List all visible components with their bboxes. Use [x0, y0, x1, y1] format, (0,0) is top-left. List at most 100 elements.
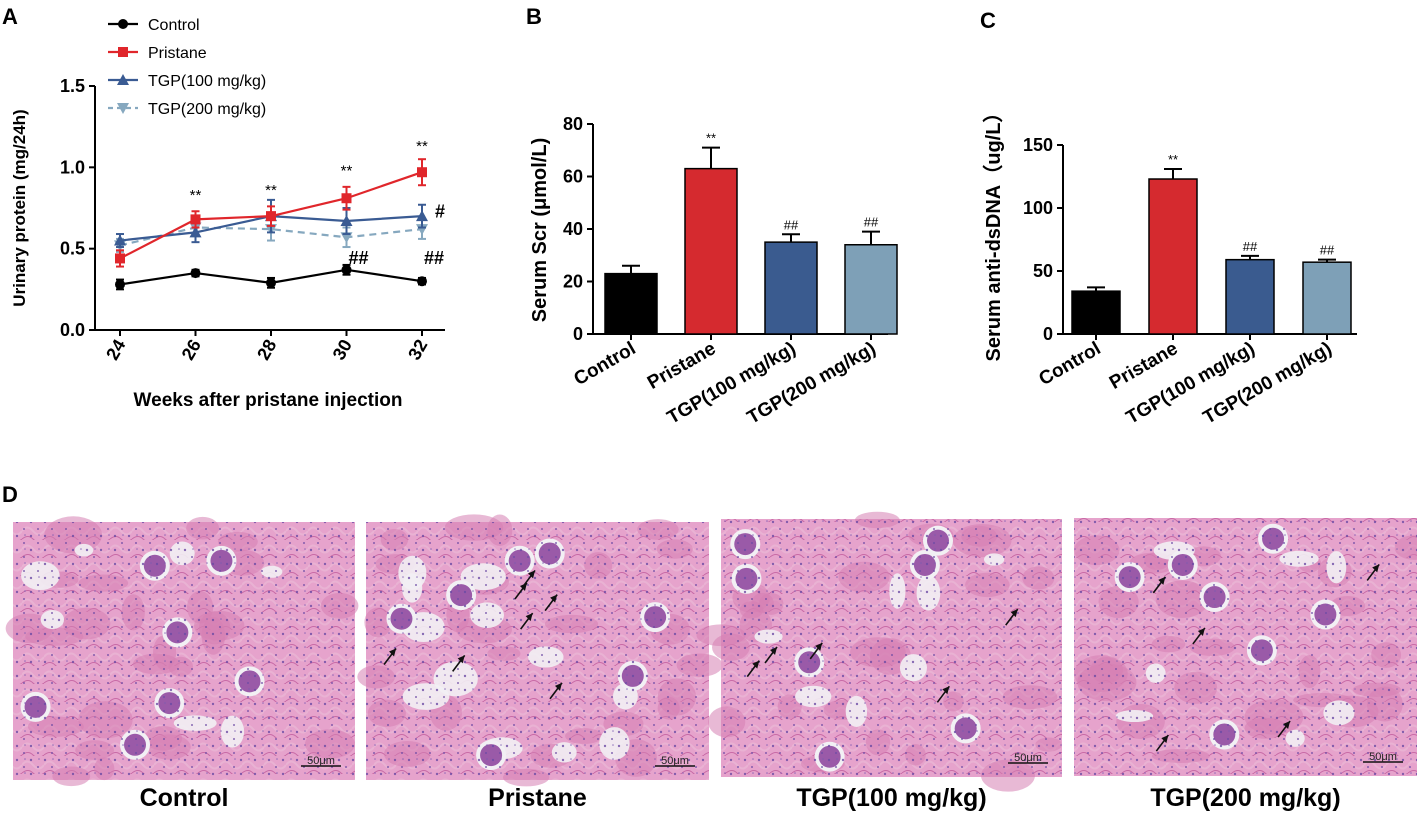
y-tick-label: 150	[1023, 135, 1053, 155]
significance-label: **	[416, 138, 428, 155]
bar	[1148, 178, 1198, 335]
x-tick-label: 30	[329, 336, 356, 363]
nuclei-overlay	[1074, 518, 1417, 776]
bar-group: ##	[1225, 239, 1275, 335]
marker-circle	[266, 277, 276, 288]
panel-b-data-marks: ** ## ##	[604, 131, 898, 335]
significance-label: **	[341, 162, 353, 179]
significance-label: ##	[864, 215, 879, 230]
arrow-head	[525, 613, 533, 622]
bar	[684, 167, 738, 335]
nuclei-overlay	[13, 522, 355, 780]
panel-label-d: D	[2, 482, 18, 507]
significance-label: ##	[784, 217, 799, 232]
significance-label: #	[435, 201, 445, 221]
x-tick-label: 24	[102, 336, 129, 363]
arrow-head	[554, 682, 562, 691]
histology-image-tgp-200-mg-kg-: 50μm	[1074, 518, 1417, 776]
histology-image-pristane: 50μm	[357, 514, 723, 787]
y-tick-label: 1.5	[60, 76, 85, 96]
marker-triangle-up	[117, 74, 129, 85]
panel-a-x-axis-label: Weeks after pristane injection	[134, 390, 403, 411]
y-tick-label: 80	[563, 114, 583, 134]
series-pristane	[115, 158, 427, 268]
marker-square	[341, 193, 352, 204]
y-tick-label: 1.0	[60, 157, 85, 177]
significance-label: **	[706, 131, 716, 146]
panel-d-histology: D 50μm Control 50μm Pristane 50μm TGP(100 mg/…	[2, 482, 1417, 812]
significance-label: ##	[1320, 243, 1335, 258]
legend-label: Pristane	[148, 45, 207, 62]
significance-label: ##	[424, 248, 444, 268]
panel-b-y-axis-label: Serum Scr (μmol/L)	[529, 138, 551, 323]
histology-panels: 50μm Control 50μm Pristane 50μm TGP(100 mg/kg…	[5, 511, 1417, 812]
legend-item: Pristane	[108, 45, 207, 62]
bar	[1225, 258, 1275, 335]
panel-c-data-marks: ** ## ##	[1071, 152, 1352, 335]
scale-bar-label: 50μm	[1014, 752, 1042, 764]
panel-a-y-axis-label: Urinary protein (mg/24h)	[10, 109, 29, 306]
legend-item: TGP(100 mg/kg)	[108, 73, 266, 90]
marker-triangle-up	[114, 234, 126, 246]
x-tick-label: Control	[1036, 338, 1105, 390]
arrow-head	[457, 655, 465, 664]
nuclei-overlay	[721, 519, 1062, 777]
marker-circle	[417, 276, 427, 287]
arrow-head	[528, 570, 536, 579]
histology-caption: Pristane	[488, 784, 587, 812]
legend-label: TGP(200 mg/kg)	[148, 101, 266, 118]
marker-square	[115, 253, 125, 264]
marker-triangle-up	[189, 226, 202, 238]
bar-group	[1071, 286, 1121, 335]
bar	[1071, 290, 1121, 335]
histology-caption: Control	[140, 784, 229, 812]
x-tick-label: 28	[253, 336, 280, 363]
y-tick-label: 0.5	[60, 239, 85, 259]
y-tick-label: 50	[1033, 261, 1053, 281]
panel-a-legend: Control Pristane TGP(100 mg/kg) TGP(200 mg/…	[108, 17, 266, 118]
histology-caption: TGP(100 mg/kg)	[796, 784, 986, 812]
marker-triangle-up	[340, 215, 353, 227]
significance-label: **	[190, 187, 202, 204]
arrow-head	[752, 660, 760, 669]
y-tick-label: 0.0	[60, 320, 85, 340]
bar-group: ##	[764, 217, 818, 335]
legend-item: TGP(200 mg/kg)	[108, 101, 266, 118]
panel-label-c: C	[980, 8, 996, 33]
series-control	[115, 263, 427, 291]
marker-circle	[115, 279, 125, 290]
x-tick-label: Control	[571, 338, 640, 390]
arrow-head	[1161, 735, 1169, 744]
arrow-head	[1283, 721, 1291, 730]
y-tick-label: 0	[573, 324, 583, 344]
arrow-head	[1158, 576, 1166, 585]
arrow-head	[550, 594, 558, 603]
x-tick-label: 32	[404, 336, 431, 363]
y-tick-label: 60	[563, 167, 583, 187]
y-tick-label: 20	[563, 272, 583, 292]
y-tick-label: 40	[563, 219, 583, 239]
marker-triangle-down	[117, 103, 129, 114]
significance-label: ##	[1243, 239, 1258, 254]
panel-c-y-axis-label: Serum anti-dsDNA（ug/L）	[982, 103, 1005, 362]
arrow-head	[519, 583, 527, 592]
significance-label: **	[1168, 152, 1178, 167]
legend-label: Control	[148, 17, 200, 34]
panel-a-line-chart: A Control Pristane TGP(100 mg/kg) TGP(200 m…	[2, 4, 445, 411]
y-tick-label: 0	[1043, 324, 1053, 344]
significance-label: ##	[349, 248, 369, 268]
bar	[1302, 261, 1352, 335]
legend-label: TGP(100 mg/kg)	[148, 73, 266, 90]
arrow-head	[815, 642, 823, 651]
bar	[764, 241, 818, 335]
arrow-head	[1010, 609, 1018, 618]
bar	[844, 244, 898, 335]
legend-item: Control	[108, 17, 200, 34]
arrow-head	[1197, 627, 1205, 636]
arrow-head	[389, 648, 397, 657]
marker-square	[266, 211, 276, 222]
histology-image-tgp-100-mg-kg-: 50μm	[696, 511, 1062, 792]
bar-group: ##	[844, 215, 898, 335]
bar-group: ##	[1302, 243, 1352, 335]
